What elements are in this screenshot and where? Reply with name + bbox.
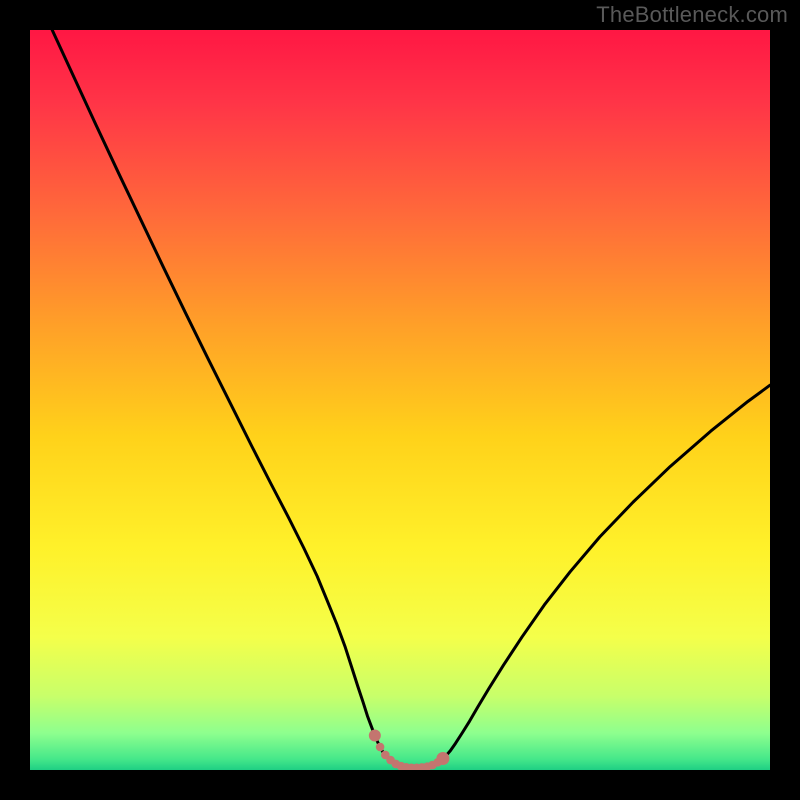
bottleneck-chart [30, 30, 770, 770]
trough-marker-dot [376, 743, 385, 752]
chart-svg [30, 30, 770, 770]
trough-left-endpoint [369, 730, 381, 742]
trough-right-endpoint [436, 752, 449, 765]
chart-frame: TheBottleneck.com [0, 0, 800, 800]
chart-background [30, 30, 770, 770]
watermark-text: TheBottleneck.com [596, 2, 788, 28]
